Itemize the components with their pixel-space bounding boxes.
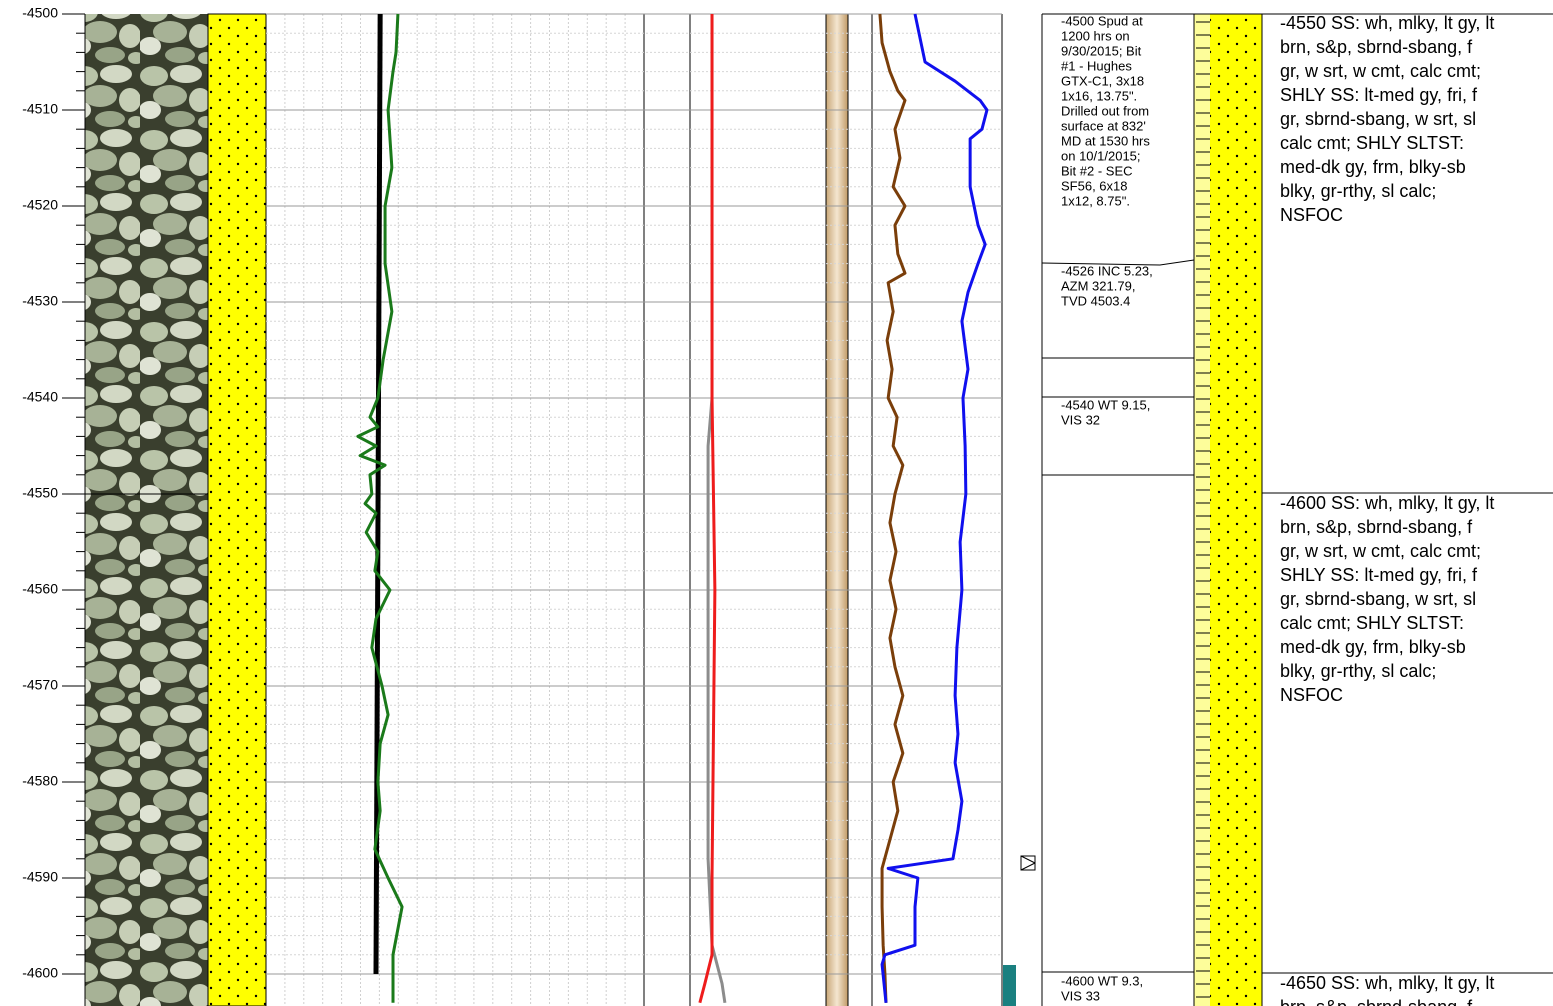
comment-line: SF56, 6x18 [1061, 179, 1128, 194]
comment-line: surface at 832' [1061, 119, 1146, 134]
description-line: calc cmt; SHLY SLTST: [1280, 133, 1464, 153]
description-line: gr, sbrnd-sbang, w srt, sl [1280, 109, 1476, 129]
description-line: blky, gr-rthy, sl calc; [1280, 661, 1436, 681]
tan-bar [826, 14, 848, 1006]
comment-line: Bit #2 - SEC [1061, 164, 1133, 179]
lithology-right [1210, 14, 1262, 1006]
description-line: brn, s&p, sbrnd-sbang, f [1280, 37, 1473, 57]
comment-line: #1 - Hughes [1061, 59, 1132, 74]
depth-label: -4530 [22, 293, 58, 309]
comment-line: 1x12, 8.75". [1061, 194, 1130, 209]
comment-line: VIS 32 [1061, 413, 1100, 428]
comment-line: Drilled out from [1061, 104, 1149, 119]
description-line: blky, gr-rthy, sl calc; [1280, 181, 1436, 201]
cuttings-image [85, 14, 208, 1006]
comment-line: VIS 33 [1061, 989, 1100, 1004]
depth-label: -4590 [22, 869, 58, 885]
description-line: med-dk gy, frm, blky-sb [1280, 157, 1466, 177]
depth-label: -4600 [22, 965, 58, 981]
comment-line: GTX-C1, 3x18 [1061, 74, 1144, 89]
comment-line: -4540 WT 9.15, [1061, 398, 1150, 413]
depth-label: -4500 [22, 5, 58, 21]
comment-line: -4526 INC 5.23, [1061, 264, 1153, 279]
well-log: -4500 -4510 -4520 -4530 -4540 -4550 -4560 -4570… [0, 0, 1553, 1006]
teal-marker [1003, 965, 1016, 1006]
lithology-column [208, 14, 266, 1006]
comment-line: MD at 1530 hrs [1061, 134, 1150, 149]
description-line: NSFOC [1280, 205, 1343, 225]
depth-label: -4540 [22, 389, 58, 405]
page: {"chart_data": {"type": "well-log", "yli… [0, 0, 1553, 1006]
description-line: brn, s&p, sbrnd-sbang, f [1280, 517, 1473, 537]
comment-line: 1x16, 13.75". [1061, 89, 1137, 104]
depth-label: -4560 [22, 581, 58, 597]
curve [880, 14, 905, 1003]
comment-line: 1200 hrs on [1061, 29, 1130, 44]
lith-pale [1194, 14, 1210, 1006]
depth-label: -4550 [22, 485, 58, 501]
description-line: -4550 SS: wh, mlky, lt gy, lt [1280, 13, 1494, 33]
depth-label: -4570 [22, 677, 58, 693]
description-line: SHLY SS: lt-med gy, fri, f [1280, 565, 1478, 585]
description-line: -4600 SS: wh, mlky, lt gy, lt [1280, 493, 1494, 513]
description-line: med-dk gy, frm, blky-sb [1280, 637, 1466, 657]
depth-label: -4520 [22, 197, 58, 213]
description-line: NSFOC [1280, 685, 1343, 705]
depth-label: -4580 [22, 773, 58, 789]
description-line: -4650 SS: wh, mlky, lt gy, lt [1280, 973, 1494, 993]
description-line: gr, w srt, w cmt, calc cmt; [1280, 541, 1481, 561]
comment-line: -4500 Spud at [1061, 14, 1143, 29]
description-line: gr, sbrnd-sbang, w srt, sl [1280, 589, 1476, 609]
comment-line: AZM 321.79, [1061, 279, 1135, 294]
description-line: SHLY SS: lt-med gy, fri, f [1280, 85, 1478, 105]
symbol [1021, 856, 1035, 870]
comment-line: -4600 WT 9.3, [1061, 974, 1143, 989]
comment-line: TVD 4503.4 [1061, 294, 1130, 309]
depth-label: -4510 [22, 101, 58, 117]
comment-line: on 10/1/2015; [1061, 149, 1141, 164]
comment-line: 9/30/2015; Bit [1061, 44, 1142, 59]
description-line: gr, w srt, w cmt, calc cmt; [1280, 61, 1481, 81]
description-line: calc cmt; SHLY SLTST: [1280, 613, 1464, 633]
description-line: brn, s&p, sbrnd-sbang, f [1280, 997, 1473, 1006]
